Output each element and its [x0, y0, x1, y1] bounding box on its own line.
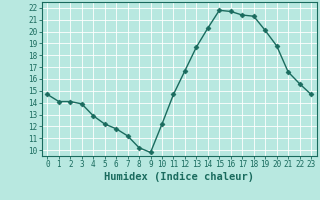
- X-axis label: Humidex (Indice chaleur): Humidex (Indice chaleur): [104, 172, 254, 182]
